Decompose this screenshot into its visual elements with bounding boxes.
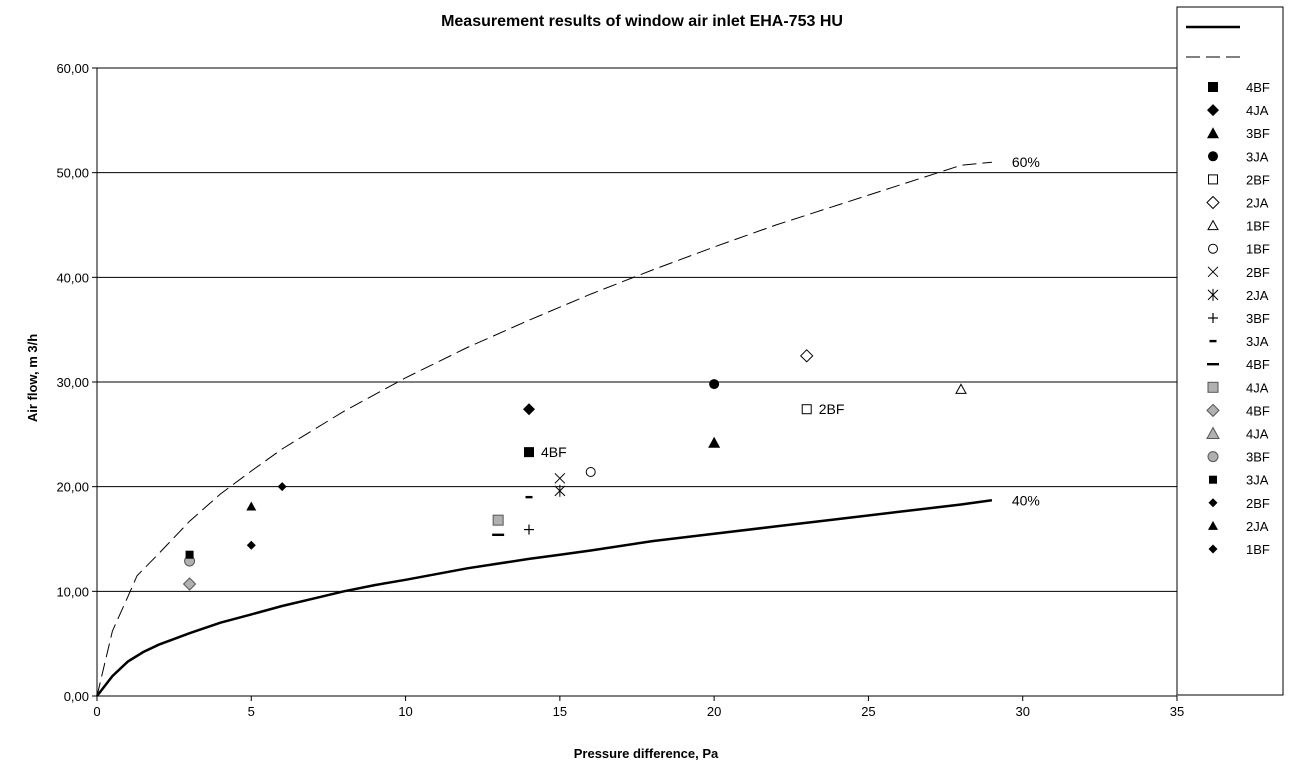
legend-label: 3BF xyxy=(1246,126,1270,141)
legend-label: 3JA xyxy=(1246,473,1269,488)
x-tick-label: 10 xyxy=(398,704,412,719)
x-tick-label: 35 xyxy=(1170,704,1184,719)
data-point xyxy=(524,447,534,458)
x-tick-label: 20 xyxy=(707,704,721,719)
x-tick-label: 0 xyxy=(93,704,100,719)
data-points xyxy=(182,349,967,591)
legend-label: 2JA xyxy=(1246,288,1269,303)
legend-marker xyxy=(1208,520,1218,530)
legend-label: 1BF xyxy=(1246,542,1270,557)
legend-marker xyxy=(1208,313,1218,323)
data-point xyxy=(955,383,967,394)
legend-marker xyxy=(1207,219,1219,231)
legend-label: 3BF xyxy=(1246,311,1270,326)
data-point xyxy=(554,472,566,484)
legend: 4BF 4JA 3BF 3JA 2BF 2JA 1BF 1BF 2BF 2JA 3BF 3JA 4BF 4… xyxy=(1176,6,1284,696)
legend-label: 2BF xyxy=(1246,172,1270,187)
legend-label: 3BF xyxy=(1246,450,1270,465)
x-tick-label: 15 xyxy=(553,704,567,719)
data-point xyxy=(246,540,256,550)
legend-label: 4BF xyxy=(1246,80,1270,95)
legend-marker xyxy=(1208,498,1218,508)
legend-marker xyxy=(1207,104,1219,117)
data-point xyxy=(525,495,533,499)
data-point xyxy=(492,533,505,537)
x-tick-label: 30 xyxy=(1015,704,1029,719)
legend-label: 2BF xyxy=(1246,265,1270,280)
legend-marker xyxy=(1208,82,1218,92)
legend-marker xyxy=(1208,151,1218,162)
legend-marker xyxy=(1207,451,1219,463)
legend-label: 1BF xyxy=(1246,219,1270,234)
legend-label: 3JA xyxy=(1246,334,1269,349)
legend-box xyxy=(1176,6,1284,696)
legend-marker xyxy=(1209,339,1217,343)
legend-label: 4BF xyxy=(1246,403,1270,418)
legend-marker xyxy=(1208,174,1218,185)
legend-marker xyxy=(1207,266,1219,278)
x-tick-label: 25 xyxy=(861,704,875,719)
data-point xyxy=(523,403,535,416)
curve-label: 40% xyxy=(1012,492,1040,508)
x-stroke xyxy=(1207,266,1219,278)
point-label: 2BF xyxy=(819,401,845,417)
legend-marker xyxy=(1206,403,1220,418)
gridlines xyxy=(97,67,1177,592)
curves xyxy=(96,161,993,697)
data-point xyxy=(182,577,197,591)
legend-label: 4JA xyxy=(1246,103,1269,118)
data-point xyxy=(492,514,504,526)
annotations: 40% 60% 4BF 2BF xyxy=(541,154,1040,508)
curve-label: 60% xyxy=(1012,154,1040,170)
legend-marker xyxy=(1208,544,1218,554)
legend-label: 2BF xyxy=(1246,496,1270,511)
legend-label: 1BF xyxy=(1246,242,1270,257)
legend-marker xyxy=(1207,288,1219,301)
legend-marker xyxy=(1206,195,1220,210)
legend-label: 3JA xyxy=(1246,149,1269,164)
x-tick-label: 5 xyxy=(248,704,255,719)
point-label: 4BF xyxy=(541,444,567,460)
legend-label: 4JA xyxy=(1246,380,1269,395)
legend-marker xyxy=(1206,426,1220,439)
y-tick-label: 40,00 xyxy=(56,270,89,285)
y-axis-title: Air flow, m 3/h xyxy=(25,334,40,422)
legend-label: 4JA xyxy=(1246,427,1269,442)
y-tick-label: 30,00 xyxy=(56,375,89,390)
data-point xyxy=(709,379,720,390)
y-tick-label: 60,00 xyxy=(56,61,89,76)
data-point xyxy=(554,484,566,497)
y-tick-label: 10,00 xyxy=(56,584,89,599)
y-tick-label: 20,00 xyxy=(56,480,89,495)
legend-label: 2JA xyxy=(1246,196,1269,211)
data-point xyxy=(801,404,812,415)
y-tick-label: 0,00 xyxy=(64,689,89,704)
data-point xyxy=(246,501,257,511)
data-point xyxy=(585,467,596,478)
x-tick-labels: 0 5 10 15 20 25 30 35 xyxy=(93,704,1184,719)
curve-dashed xyxy=(96,161,992,697)
data-point xyxy=(524,524,534,535)
data-point xyxy=(800,349,814,363)
y-tick-label: 50,00 xyxy=(56,166,89,181)
legend-marker xyxy=(1207,381,1219,393)
axes xyxy=(92,67,1178,701)
data-point xyxy=(185,550,194,559)
legend-label: 4BF xyxy=(1246,357,1270,372)
legend-marker xyxy=(1209,475,1217,484)
data-point xyxy=(277,482,287,492)
x-axis-title: Pressure difference, Pa xyxy=(574,746,719,761)
chart-title: Measurement results of window air inlet … xyxy=(441,13,843,30)
data-point xyxy=(708,436,721,448)
legend-label: 2JA xyxy=(1246,519,1269,534)
legend-marker xyxy=(1208,243,1218,254)
x-stroke xyxy=(554,472,566,484)
y-tick-labels: 0,00 10,00 20,00 30,00 40,00 50,00 60,00 xyxy=(56,61,89,704)
legend-marker xyxy=(1207,127,1219,139)
curve-solid xyxy=(96,499,993,697)
legend-marker xyxy=(1207,363,1219,366)
